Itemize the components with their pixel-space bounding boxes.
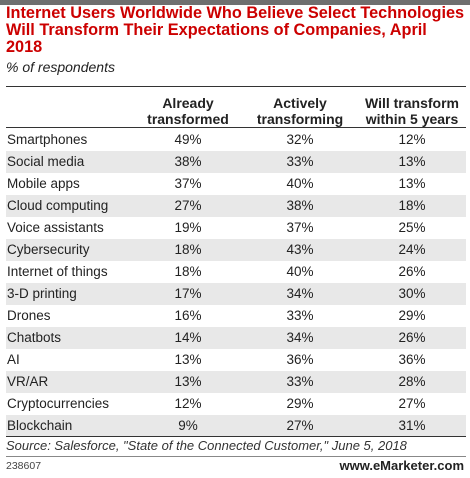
row-label: Cybersecurity	[7, 242, 90, 257]
value-cell: 43%	[286, 242, 314, 257]
value-cell: 37%	[174, 176, 202, 191]
value-cell: 25%	[398, 220, 426, 235]
chart-subtitle: % of respondents	[6, 59, 115, 75]
source-note: Source: Salesforce, "State of the Connec…	[6, 438, 407, 453]
table-row: Blockchain 9% 27% 31%	[6, 415, 466, 437]
row-label: Drones	[7, 308, 51, 323]
row-label: 3-D printing	[7, 286, 77, 301]
row-label: Voice assistants	[7, 220, 104, 235]
table-row: VR/AR 13% 33% 28%	[6, 371, 466, 393]
value-cell: 36%	[398, 352, 426, 367]
value-cell: 33%	[286, 308, 314, 323]
value-cell: 30%	[398, 286, 426, 301]
table-row: Internet of things 18% 40% 26%	[6, 261, 466, 283]
row-label: VR/AR	[7, 374, 49, 389]
table-row: Social media 38% 33% 13%	[6, 151, 466, 173]
row-label: Cryptocurrencies	[7, 396, 110, 411]
table-row: Cybersecurity 18% 43% 24%	[6, 239, 466, 261]
column-header-3: Will transform within 5 years	[352, 95, 470, 127]
table-row: Chatbots 14% 34% 26%	[6, 327, 466, 349]
value-cell: 49%	[174, 132, 202, 147]
footer-rule	[6, 456, 466, 457]
table-row: Smartphones 49% 32% 12%	[6, 129, 466, 151]
value-cell: 27%	[174, 198, 202, 213]
value-cell: 31%	[398, 418, 426, 433]
column-header-line: Will transform	[365, 95, 459, 111]
top-bar	[0, 0, 470, 5]
row-label: Blockchain	[7, 418, 73, 433]
value-cell: 26%	[398, 330, 426, 345]
column-header-line: within 5 years	[365, 111, 459, 127]
column-header-2: Actively transforming	[240, 95, 360, 127]
row-label: Smartphones	[7, 132, 88, 147]
value-cell: 29%	[398, 308, 426, 323]
row-label: AI	[7, 352, 20, 367]
chart-id: 238607	[6, 460, 42, 472]
value-cell: 13%	[174, 352, 202, 367]
value-cell: 12%	[398, 132, 426, 147]
value-cell: 34%	[286, 330, 314, 345]
value-cell: 38%	[286, 198, 314, 213]
value-cell: 34%	[286, 286, 314, 301]
column-header-1: Already transformed	[128, 95, 248, 127]
value-cell: 18%	[174, 264, 202, 279]
value-cell: 13%	[398, 176, 426, 191]
table-bottom-rule	[6, 436, 466, 437]
table-row: Voice assistants 19% 37% 25%	[6, 217, 466, 239]
value-cell: 33%	[286, 374, 314, 389]
chart-title: Internet Users Worldwide Who Believe Sel…	[6, 4, 465, 56]
table-row: Drones 16% 33% 29%	[6, 305, 466, 327]
table-row: 3-D printing 17% 34% 30%	[6, 283, 466, 305]
value-cell: 36%	[286, 352, 314, 367]
value-cell: 14%	[174, 330, 202, 345]
value-cell: 28%	[398, 374, 426, 389]
table-row: Cloud computing 27% 38% 18%	[6, 195, 466, 217]
value-cell: 27%	[286, 418, 314, 433]
table-row: Mobile apps 37% 40% 13%	[6, 173, 466, 195]
brand-logo: www.eMarketer.com	[339, 458, 464, 473]
value-cell: 16%	[174, 308, 202, 323]
value-cell: 29%	[286, 396, 314, 411]
table-row: Cryptocurrencies 12% 29% 27%	[6, 393, 466, 415]
value-cell: 27%	[398, 396, 426, 411]
row-label: Internet of things	[7, 264, 108, 279]
value-cell: 40%	[286, 176, 314, 191]
header-bottom-rule	[6, 127, 466, 128]
value-cell: 12%	[174, 396, 202, 411]
column-header-line: transforming	[256, 111, 344, 127]
value-cell: 13%	[174, 374, 202, 389]
value-cell: 32%	[286, 132, 314, 147]
table-row: AI 13% 36% 36%	[6, 349, 466, 371]
header-top-rule	[6, 86, 466, 87]
row-label: Social media	[7, 154, 85, 169]
row-label: Cloud computing	[7, 198, 109, 213]
column-header-line: Already	[162, 95, 214, 111]
column-header-line: Actively	[273, 95, 327, 111]
value-cell: 40%	[286, 264, 314, 279]
value-cell: 26%	[398, 264, 426, 279]
value-cell: 17%	[174, 286, 202, 301]
value-cell: 18%	[398, 198, 426, 213]
value-cell: 9%	[178, 418, 198, 433]
column-header-line: transformed	[147, 111, 229, 127]
value-cell: 13%	[398, 154, 426, 169]
row-label: Chatbots	[7, 330, 62, 345]
row-label: Mobile apps	[7, 176, 80, 191]
value-cell: 24%	[398, 242, 426, 257]
value-cell: 33%	[286, 154, 314, 169]
value-cell: 18%	[174, 242, 202, 257]
value-cell: 38%	[174, 154, 202, 169]
value-cell: 19%	[174, 220, 202, 235]
value-cell: 37%	[286, 220, 314, 235]
